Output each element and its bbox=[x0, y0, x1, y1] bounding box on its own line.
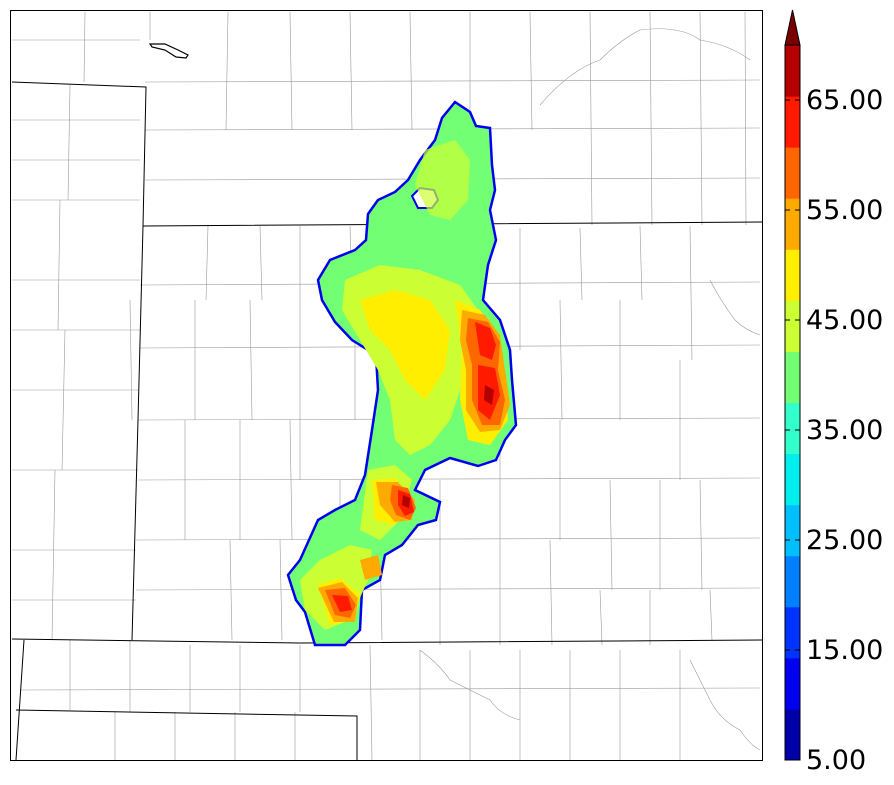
colorbar-segment bbox=[785, 198, 800, 250]
reflectivity-field bbox=[286, 100, 518, 647]
colorbar-segment bbox=[785, 555, 800, 608]
colorbar-label-15: 15.00 bbox=[806, 635, 884, 666]
colorbar-segment bbox=[785, 504, 800, 557]
colorbar-segment bbox=[785, 351, 800, 403]
colorbar-segment bbox=[785, 606, 800, 659]
colorbar-segment bbox=[785, 249, 800, 301]
colorbar-segment bbox=[785, 96, 800, 148]
colorbar-segment bbox=[785, 402, 800, 455]
colorbar-segment bbox=[785, 147, 800, 199]
colorbar-label-5: 5.00 bbox=[806, 745, 867, 776]
colorbar-label-35: 35.00 bbox=[806, 415, 884, 446]
colorbar-label-45: 45.00 bbox=[806, 305, 884, 336]
colorbar-segment bbox=[785, 453, 800, 506]
colorbar-segment bbox=[785, 45, 800, 97]
colorbar-segment bbox=[785, 657, 800, 710]
colorbar-label-65: 65.00 bbox=[806, 85, 884, 116]
colorbar bbox=[784, 9, 801, 761]
colorbar-extend-arrow bbox=[784, 9, 801, 46]
map-frame bbox=[10, 10, 763, 761]
lake-outline bbox=[148, 43, 189, 59]
colorbar-label-25: 25.00 bbox=[806, 525, 884, 556]
colorbar-frame bbox=[784, 44, 801, 761]
colorbar-segment bbox=[785, 300, 800, 352]
colorbar-label-55: 55.00 bbox=[806, 195, 884, 226]
colorbar-segment bbox=[785, 708, 800, 761]
